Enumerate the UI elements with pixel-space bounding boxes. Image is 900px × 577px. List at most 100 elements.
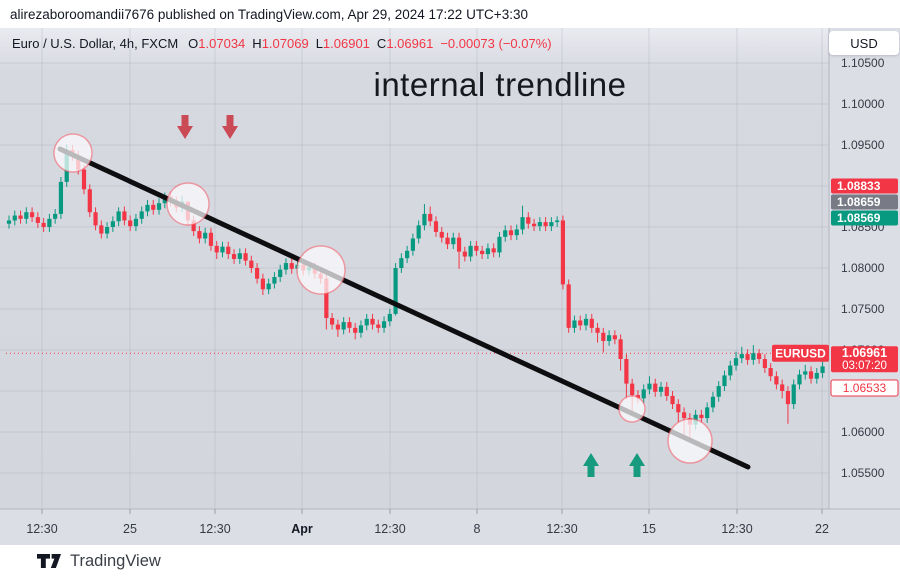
candle — [647, 383, 652, 390]
candle — [451, 237, 456, 245]
candle — [791, 384, 796, 405]
candle — [803, 371, 808, 375]
svg-text:12:30: 12:30 — [374, 522, 405, 536]
svg-text:1.10500: 1.10500 — [841, 56, 885, 70]
candle — [41, 222, 46, 227]
ticker-label: EURUSD — [772, 344, 829, 362]
down-arrow-icon — [177, 115, 193, 139]
arrow-marks[interactable] — [177, 115, 645, 477]
candle — [156, 203, 162, 210]
touch-circle — [53, 133, 93, 173]
svg-text:1.08000: 1.08000 — [841, 261, 885, 275]
candle — [99, 225, 104, 234]
candle — [278, 269, 283, 278]
up-arrow-icon — [629, 453, 645, 477]
svg-text:25: 25 — [123, 522, 137, 536]
candle — [243, 253, 248, 261]
svg-text:15: 15 — [642, 522, 656, 536]
time-scale-labels: 12:30 25 12:30 Apr 12:30 8 12:30 15 12:30 22 — [26, 522, 829, 536]
chart-annotation-title[interactable]: internal trendline — [373, 66, 627, 103]
candle — [47, 218, 52, 227]
candle — [445, 237, 450, 245]
candle — [29, 212, 35, 218]
candle — [612, 335, 617, 340]
symbol-description[interactable]: Euro / U.S. Dollar, 4h, FXCM — [12, 36, 179, 51]
svg-text:1.06533: 1.06533 — [843, 381, 887, 395]
candle — [353, 327, 358, 333]
candle — [785, 391, 791, 405]
candle — [428, 213, 433, 222]
candle — [710, 396, 716, 408]
price-alert-badge[interactable]: 1.08659 — [831, 194, 898, 210]
candle — [128, 220, 133, 227]
chart-area: 1.105001.100001.095001.090001.085001.080… — [0, 28, 900, 545]
candle — [214, 245, 219, 253]
candle — [705, 407, 710, 419]
ohlc-low: L1.06901 — [315, 36, 370, 51]
candle — [191, 220, 196, 232]
attribution-text: alirezaboroomandii7676 published on Trad… — [10, 6, 528, 22]
candle — [543, 222, 548, 227]
touch-circle — [667, 418, 713, 464]
candle — [35, 217, 40, 223]
price-chart[interactable]: 1.105001.100001.095001.090001.085001.080… — [0, 28, 900, 545]
touch-circle — [296, 245, 346, 295]
candle — [751, 353, 756, 360]
candle — [641, 389, 646, 399]
candle — [462, 251, 467, 257]
up-arrow-icon — [583, 453, 599, 477]
svg-text:1.08659: 1.08659 — [837, 195, 881, 209]
attribution-bar: alirezaboroomandii7676 published on Trad… — [0, 0, 900, 28]
candle — [670, 395, 675, 405]
trendline-touch-circles[interactable] — [53, 133, 713, 464]
candles-layer — [6, 144, 825, 441]
candle — [18, 215, 23, 219]
svg-text:EURUSD: EURUSD — [775, 347, 826, 361]
candle — [364, 318, 369, 326]
candle — [549, 222, 554, 227]
candle — [468, 245, 473, 257]
candle — [387, 313, 392, 322]
price-alert-badge[interactable]: 1.08833 — [831, 178, 898, 194]
candle — [12, 215, 17, 221]
svg-text:22: 22 — [815, 522, 829, 536]
candle — [733, 358, 739, 366]
svg-text:1.05500: 1.05500 — [841, 466, 885, 480]
ohlc-close: C1.06961 — [376, 36, 434, 51]
candle — [231, 254, 237, 259]
svg-text:1.10000: 1.10000 — [841, 97, 885, 111]
candle — [606, 335, 612, 341]
ohlc-open: O1.07034 — [188, 36, 246, 51]
candle — [676, 404, 681, 413]
candle — [572, 320, 577, 328]
candle — [260, 278, 265, 290]
candle — [203, 232, 208, 239]
svg-text:12:30: 12:30 — [199, 522, 230, 536]
internal-trendline[interactable] — [57, 146, 751, 470]
candle — [53, 213, 58, 219]
candle — [341, 322, 346, 330]
candle — [474, 245, 479, 251]
candle — [762, 359, 767, 369]
tradingview-logo-icon[interactable] — [37, 553, 61, 569]
svg-text:Apr: Apr — [291, 522, 313, 536]
candle — [658, 386, 664, 392]
candle — [335, 324, 340, 330]
candle — [439, 231, 444, 238]
price-scale[interactable] — [829, 28, 900, 509]
candle — [503, 230, 508, 237]
candle — [133, 218, 139, 227]
price-alert-badge[interactable]: 1.08569 — [831, 210, 898, 226]
candle — [197, 231, 202, 239]
tradingview-wordmark[interactable]: TradingView — [70, 551, 161, 570]
candle — [6, 220, 12, 224]
candle — [739, 354, 744, 359]
candle — [630, 383, 635, 396]
candle — [526, 217, 531, 224]
footer-bar: TradingView — [0, 545, 900, 577]
candle — [289, 263, 294, 269]
price-level-badge-outlined[interactable]: 1.06533 — [830, 379, 899, 397]
currency-toggle-button[interactable]: USD — [829, 31, 899, 55]
time-scale[interactable] — [0, 509, 900, 545]
